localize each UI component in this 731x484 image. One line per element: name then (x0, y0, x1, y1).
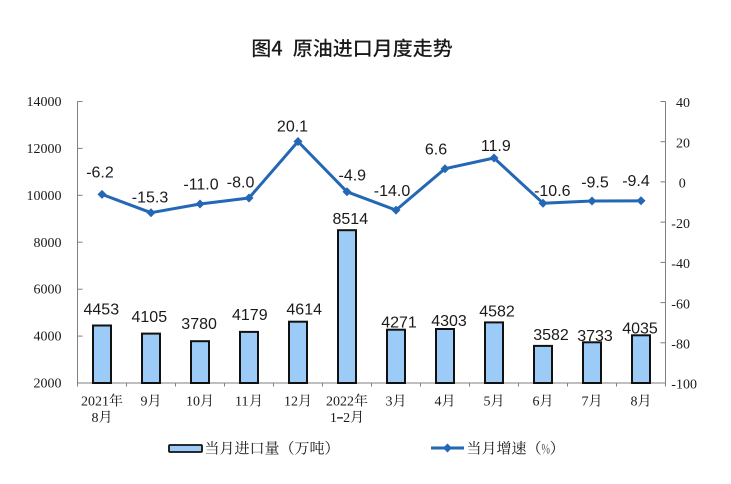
svg-text:4179: 4179 (232, 307, 268, 324)
svg-text:2022: 2022 (326, 395, 354, 410)
svg-text:2021: 2021 (81, 395, 109, 410)
svg-text:11.9: 11.9 (481, 138, 511, 155)
svg-text:0: 0 (679, 177, 686, 192)
svg-text:3582: 3582 (533, 327, 569, 344)
svg-text:3780: 3780 (181, 316, 217, 333)
svg-text:8: 8 (631, 395, 638, 410)
svg-text:6.6: 6.6 (425, 141, 447, 158)
svg-text:8000: 8000 (34, 236, 62, 251)
svg-text:4035: 4035 (622, 320, 658, 337)
svg-text:12000: 12000 (27, 142, 62, 157)
svg-text:11: 11 (235, 395, 248, 410)
svg-text:4271: 4271 (381, 314, 417, 331)
svg-text:-6.2: -6.2 (86, 165, 114, 182)
svg-text:-15.3: -15.3 (132, 190, 169, 207)
svg-text:-80: -80 (671, 338, 690, 353)
svg-text:12: 12 (284, 395, 298, 410)
svg-text:8514: 8514 (333, 211, 369, 228)
svg-text:20: 20 (676, 136, 690, 151)
svg-text:20.1: 20.1 (277, 119, 308, 136)
svg-text:4000: 4000 (34, 330, 62, 345)
svg-text:5: 5 (484, 395, 491, 410)
svg-text:40: 40 (676, 96, 690, 111)
svg-text:14000: 14000 (27, 95, 62, 110)
svg-text:4303: 4303 (431, 313, 467, 330)
svg-text:9: 9 (141, 395, 148, 410)
svg-text:4582: 4582 (479, 304, 515, 321)
svg-text:10000: 10000 (27, 189, 62, 204)
svg-text:6000: 6000 (34, 283, 62, 298)
svg-text:2000: 2000 (34, 377, 62, 392)
svg-text:3733: 3733 (577, 328, 613, 345)
svg-text:-100: -100 (671, 378, 697, 393)
svg-text:4614: 4614 (286, 302, 322, 319)
svg-text:10: 10 (186, 395, 200, 410)
svg-text:-40: -40 (671, 257, 690, 272)
svg-text:4: 4 (435, 395, 442, 410)
svg-text:-60: -60 (671, 297, 690, 312)
svg-text:-10.6: -10.6 (534, 183, 571, 200)
svg-text:4453: 4453 (84, 302, 120, 319)
svg-text:3: 3 (386, 395, 393, 410)
svg-text:1: 1 (330, 411, 337, 426)
svg-text:7: 7 (582, 395, 589, 410)
svg-text:-4.9: -4.9 (339, 167, 367, 184)
svg-text:8: 8 (92, 411, 99, 426)
svg-text:-9.5: -9.5 (581, 175, 609, 192)
svg-text:4105: 4105 (132, 309, 168, 326)
svg-text:-20: -20 (671, 217, 690, 232)
svg-text:-14.0: -14.0 (374, 183, 411, 200)
svg-text:2: 2 (343, 411, 350, 426)
svg-text:-8.0: -8.0 (227, 174, 255, 191)
svg-text:-11.0: -11.0 (183, 177, 218, 194)
svg-text:6: 6 (533, 395, 540, 410)
svg-text:-9.4: -9.4 (622, 173, 650, 190)
